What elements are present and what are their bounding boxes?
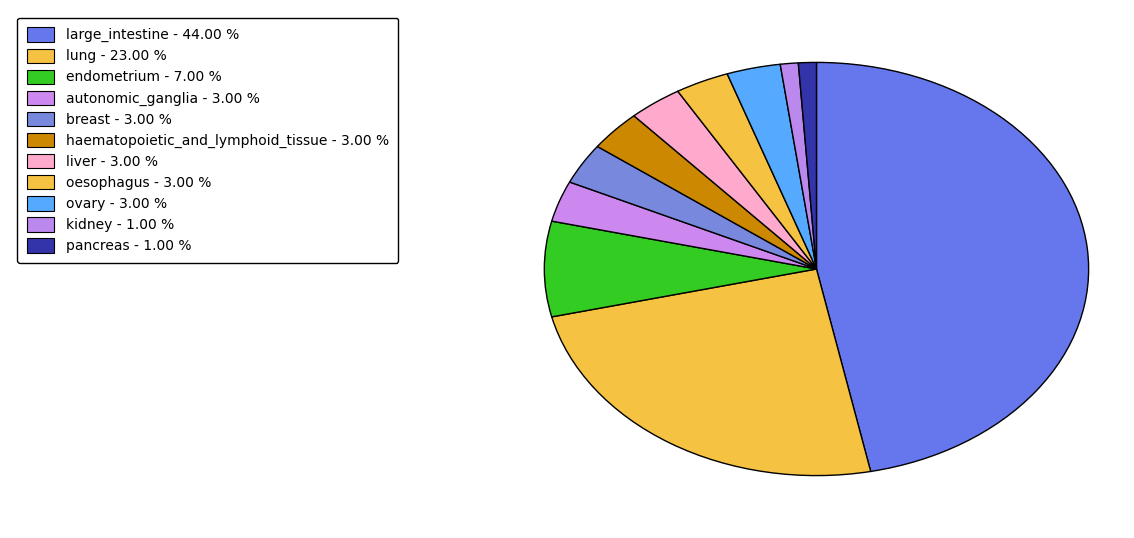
Wedge shape [634,91,816,269]
Wedge shape [544,221,816,317]
Wedge shape [569,146,816,269]
Wedge shape [598,116,816,269]
Legend: large_intestine - 44.00 %, lung - 23.00 %, endometrium - 7.00 %, autonomic_gangl: large_intestine - 44.00 %, lung - 23.00 … [17,18,398,263]
Wedge shape [727,64,816,269]
Wedge shape [552,182,816,269]
Wedge shape [780,63,816,269]
Wedge shape [816,62,1089,471]
Wedge shape [678,74,816,269]
Wedge shape [552,269,871,476]
Wedge shape [798,62,816,269]
